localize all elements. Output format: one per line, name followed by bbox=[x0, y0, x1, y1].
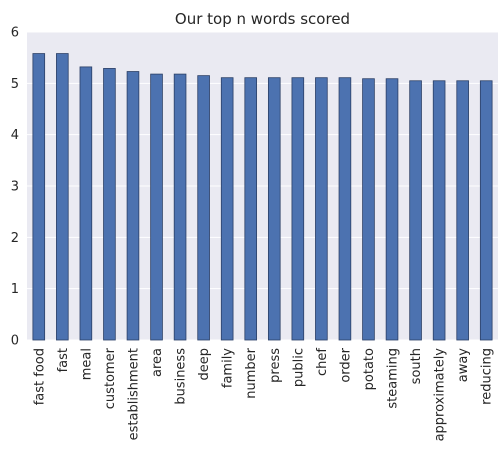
bar-chef bbox=[315, 77, 328, 341]
bar-establishment bbox=[126, 71, 140, 341]
x-tick-label: establishment bbox=[126, 348, 141, 440]
x-tick-label: press bbox=[268, 348, 283, 383]
bar-steaming bbox=[385, 78, 399, 341]
y-tick-label: 3 bbox=[11, 180, 19, 195]
x-tick-label: deep bbox=[197, 348, 212, 381]
x-tick-label: order bbox=[338, 347, 353, 382]
x-tick-label: reducing bbox=[480, 348, 495, 405]
x-tick-label: approximately bbox=[433, 348, 448, 442]
x-axis-ticks: fast food fast meal customer establishment ar… bbox=[32, 347, 494, 441]
bar-fast bbox=[56, 53, 69, 341]
y-tick-label: 4 bbox=[11, 128, 19, 143]
bar-meal bbox=[79, 66, 93, 341]
x-tick-label: family bbox=[221, 348, 236, 388]
x-tick-label: public bbox=[291, 348, 306, 387]
x-tick-label: fast bbox=[56, 348, 71, 372]
bar-business bbox=[173, 73, 187, 341]
bar-fast-food bbox=[32, 53, 46, 341]
chart-title: Our top n words scored bbox=[175, 10, 350, 28]
x-tick-label: fast food bbox=[32, 348, 47, 405]
x-tick-label: chef bbox=[315, 348, 330, 376]
x-tick-label: customer bbox=[103, 347, 118, 409]
bar-reducing bbox=[479, 80, 493, 341]
bar-area bbox=[150, 73, 163, 341]
x-tick-label: meal bbox=[79, 348, 94, 380]
bar-deep bbox=[197, 75, 210, 341]
bar-number bbox=[244, 77, 258, 341]
y-tick-label: 2 bbox=[11, 231, 19, 246]
x-tick-label: area bbox=[150, 348, 165, 377]
bar-press bbox=[267, 77, 281, 341]
bar-approximately bbox=[432, 80, 446, 341]
y-tick-label: 0 bbox=[11, 334, 19, 349]
bars bbox=[32, 53, 493, 341]
bar-order bbox=[338, 77, 352, 341]
bar-potato bbox=[362, 78, 375, 341]
y-axis-ticks: 0 1 2 3 4 5 6 bbox=[11, 26, 19, 349]
x-tick-label: away bbox=[456, 348, 471, 383]
x-tick-label: steaming bbox=[386, 348, 401, 409]
bar-customer bbox=[103, 68, 116, 341]
bar-away bbox=[456, 80, 469, 341]
bar-south bbox=[409, 80, 422, 341]
y-tick-label: 5 bbox=[11, 77, 19, 92]
x-tick-label: number bbox=[244, 347, 259, 398]
bar-public bbox=[291, 77, 305, 341]
y-tick-label: 6 bbox=[11, 26, 19, 41]
bar-family bbox=[220, 77, 234, 341]
x-tick-label: business bbox=[174, 348, 189, 405]
x-tick-label: potato bbox=[362, 348, 377, 390]
x-tick-label: south bbox=[409, 348, 424, 384]
y-tick-label: 1 bbox=[11, 282, 19, 297]
